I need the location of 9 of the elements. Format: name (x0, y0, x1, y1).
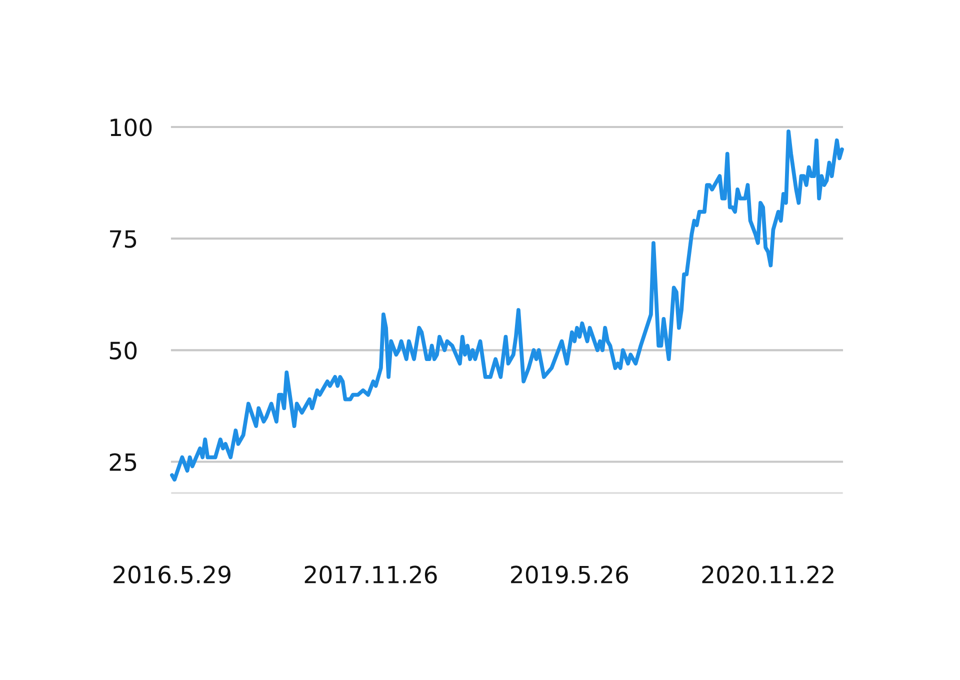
y-tick-label: 100 (110, 118, 152, 136)
y-tick-label: 75 (110, 230, 136, 248)
x-tick-label: 2019.5.26 (511, 566, 628, 584)
x-tick-label: 2017.11.26 (304, 566, 437, 584)
x-tick-label: 2020.11.22 (702, 566, 834, 584)
line-series (170, 130, 844, 482)
x-tick-label: 2016.5.29 (114, 566, 230, 584)
y-tick-label: 25 (110, 453, 136, 472)
y-tick-label: 50 (110, 342, 137, 360)
